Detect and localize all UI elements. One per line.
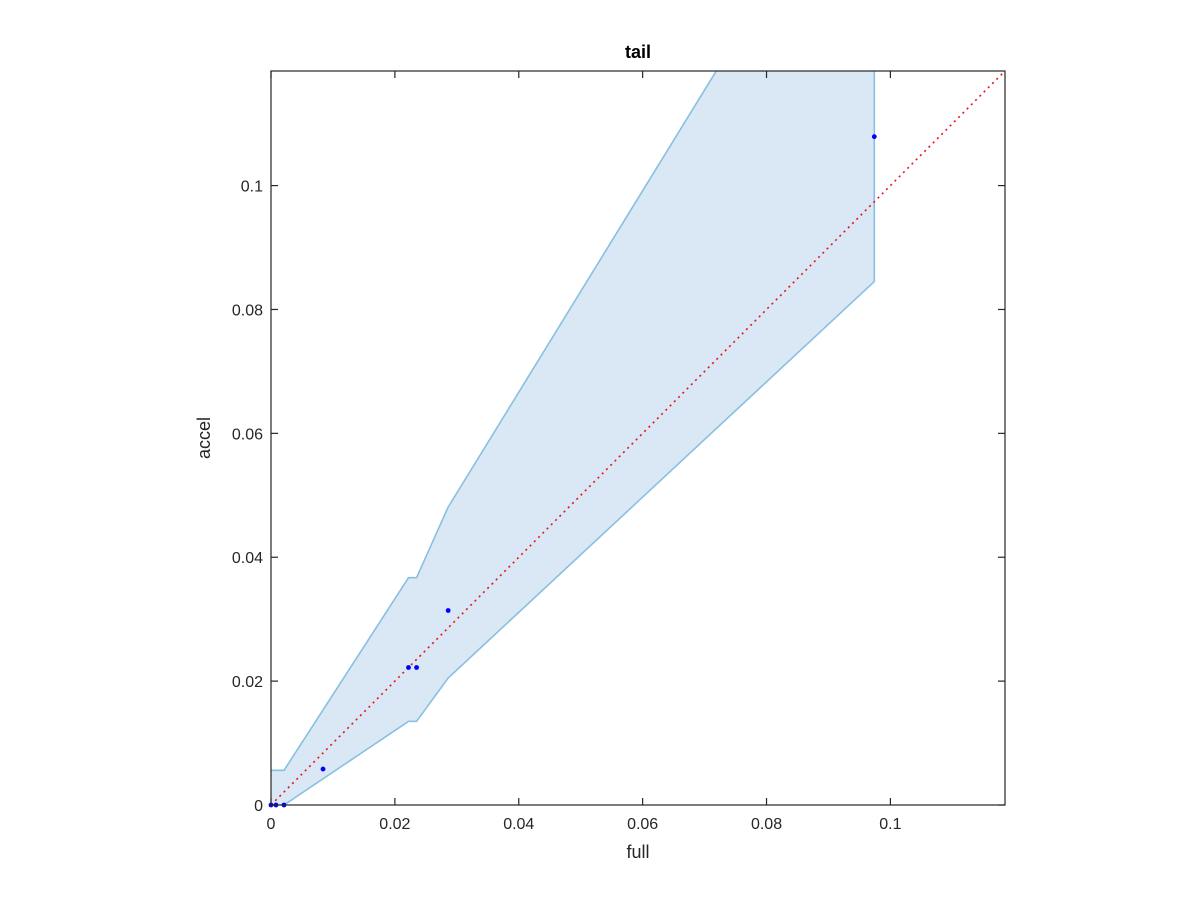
y-tick-label: 0.06: [232, 426, 263, 443]
x-tick-label: 0.04: [503, 816, 534, 833]
y-tick-label: 0.08: [232, 302, 263, 319]
band-lower-edge: [271, 281, 875, 805]
reference-line: [271, 71, 1005, 805]
data-point: [445, 608, 451, 613]
x-tick-label: 0.02: [379, 816, 410, 833]
axes-box: [270, 70, 1006, 806]
y-tick-label: 0.02: [232, 674, 263, 691]
y-tick-label: 0.04: [232, 550, 263, 567]
x-tick-label: 0.06: [627, 816, 658, 833]
x-tick-label: 0.08: [751, 816, 782, 833]
confidence-band: [271, 71, 875, 805]
x-axis-label: full: [626, 842, 649, 862]
x-tick-label: 0: [267, 816, 276, 833]
y-tick-label: 0.1: [241, 179, 263, 196]
data-point: [414, 665, 419, 670]
x-tick-label: 0.1: [879, 816, 901, 833]
y-tick-label: 0: [254, 798, 263, 815]
plot-area: 0 0.02 0.04 0.06 0.08 0.1 0 0.02 0.04 0.06 0.08 0.1: [232, 70, 1006, 833]
y-axis-label: accel: [194, 417, 214, 459]
chart-title: tail: [625, 42, 651, 62]
data-point: [320, 766, 326, 772]
data-point: [406, 665, 411, 670]
data-point: [871, 134, 877, 140]
plot-clip-group: [271, 71, 1005, 805]
band-upper-edge: [271, 71, 718, 772]
